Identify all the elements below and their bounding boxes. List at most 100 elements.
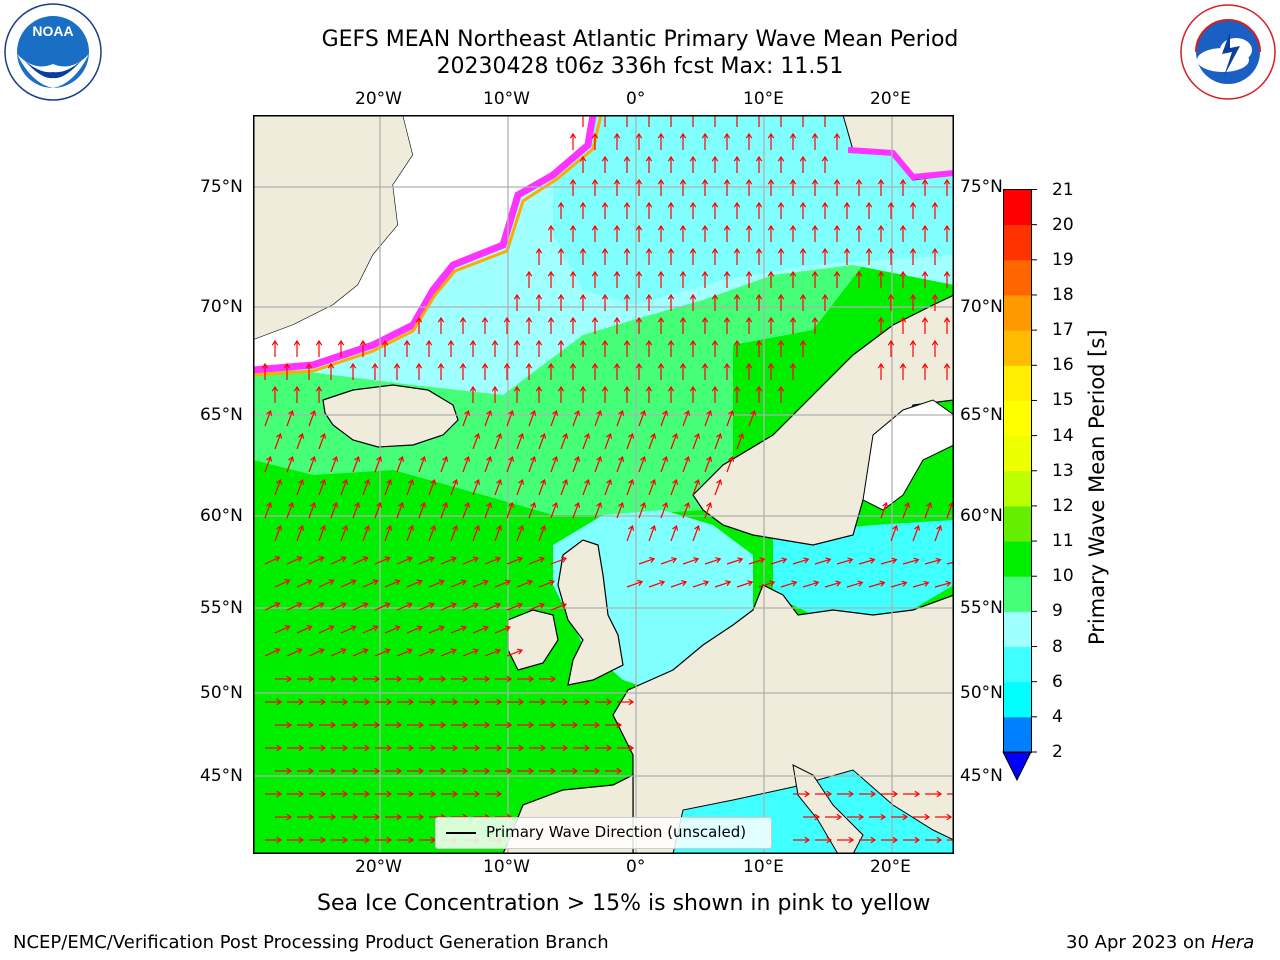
wave-arrow-shaft	[550, 410, 558, 427]
wave-arrow-head	[755, 155, 763, 162]
wave-arrow-shaft	[506, 410, 514, 427]
wave-arrow-shaft	[450, 525, 458, 542]
wave-arrow-shaft	[352, 456, 360, 473]
footer-credit: NCEP/EMC/Verification Post Processing Pr…	[13, 932, 609, 953]
wave-arrow-head	[408, 698, 415, 706]
wave-arrow-head	[352, 813, 359, 821]
wave-arrow-head	[386, 524, 393, 531]
wave-arrow-head	[354, 501, 361, 508]
wave-arrow-head	[535, 247, 543, 254]
wave-arrow-head	[606, 698, 613, 706]
wave-arrow-head	[623, 293, 631, 300]
wave-arrow-shaft	[626, 581, 643, 588]
wave-arrow-head	[428, 556, 435, 563]
wave-arrow-head	[804, 836, 811, 844]
wave-arrow-head	[296, 648, 303, 654]
wave-arrow-shaft	[594, 502, 602, 519]
wave-arrow-shaft	[516, 479, 524, 496]
wave-arrow-head	[657, 132, 665, 139]
wave-arrow-head	[628, 524, 635, 531]
wave-arrow-head	[496, 478, 503, 485]
wave-arrow-head	[623, 201, 631, 208]
footer-date-text: 30 Apr 2023 on	[1066, 932, 1206, 953]
wave-arrow-head	[418, 813, 425, 821]
wave-arrow-head	[623, 339, 631, 346]
wave-arrow-head	[711, 155, 719, 162]
wave-arrow-head	[430, 524, 437, 531]
wave-arrow-head	[799, 201, 807, 208]
wave-arrow-head	[869, 557, 876, 564]
wave-arrow-shaft	[704, 456, 712, 473]
wave-arrow-head	[667, 155, 675, 162]
wave-arrow-shaft	[912, 582, 929, 588]
colorbar-segment	[1003, 330, 1032, 366]
wave-arrow-head	[386, 790, 393, 798]
wave-arrow-shaft	[670, 479, 678, 496]
wave-arrow-head	[755, 293, 763, 300]
wave-arrow-shaft	[626, 479, 634, 496]
wave-arrow-head	[759, 557, 766, 564]
wave-arrow-head	[635, 132, 643, 139]
wave-arrow-head	[330, 813, 337, 821]
wave-arrow-head	[562, 478, 569, 485]
wave-arrow-head	[293, 385, 301, 392]
wave-arrow-shaft	[670, 581, 687, 588]
wave-arrow-shaft	[616, 456, 624, 473]
wave-arrow-head	[266, 501, 273, 508]
wave-arrow-head	[481, 316, 489, 323]
lon-label-top-10w: 10°W	[483, 89, 530, 109]
wave-arrow-head	[384, 556, 391, 563]
wave-arrow-head	[723, 362, 731, 369]
wave-arrow-head	[540, 698, 547, 706]
wave-arrow-head	[870, 790, 877, 798]
wave-arrow-head	[503, 316, 511, 323]
wave-arrow-head	[701, 132, 709, 139]
wave-arrow-head	[330, 675, 337, 683]
colorbar-tick-label: 12	[1052, 495, 1074, 516]
colorbar-segment	[1003, 611, 1032, 648]
wave-arrow-shaft	[494, 580, 511, 588]
wave-arrow-head	[574, 409, 581, 416]
wave-arrow-head	[616, 721, 623, 729]
wave-arrow-head	[689, 339, 697, 346]
wave-arrow-head	[374, 813, 381, 821]
wave-arrow-shaft	[648, 581, 665, 588]
wave-arrow-shaft	[418, 649, 435, 657]
wave-arrow-head	[684, 409, 691, 416]
wave-arrow-shaft	[286, 456, 294, 473]
wave-arrow-head	[518, 432, 525, 439]
colorbar-segment	[1003, 400, 1032, 437]
wave-arrow-head	[684, 455, 691, 462]
wave-arrow-head	[440, 767, 447, 775]
wave-arrow-head	[320, 790, 327, 798]
wave-arrow-head	[789, 132, 797, 139]
wave-arrow-head	[548, 579, 555, 586]
wave-arrow-head	[601, 385, 609, 392]
wave-arrow-head	[843, 247, 851, 254]
wave-arrow-head	[821, 155, 829, 162]
wave-arrow-shaft	[286, 502, 294, 519]
wave-arrow-shaft	[638, 456, 646, 473]
wave-arrow-shaft	[428, 626, 445, 634]
lon-label-bottom-20w: 20°W	[355, 857, 402, 877]
wave-arrow-head	[286, 721, 293, 729]
wave-arrow-shaft	[726, 558, 743, 565]
wave-arrow-head	[799, 339, 807, 346]
wave-arrow-head	[552, 501, 559, 508]
wave-arrow-shaft	[494, 433, 502, 450]
wave-arrow-head	[694, 524, 701, 531]
wave-arrow-shaft	[748, 558, 765, 565]
wave-arrow-shaft	[538, 479, 546, 496]
wave-arrow-head	[364, 744, 371, 752]
wave-arrow-head	[508, 501, 515, 508]
wave-arrow-head	[308, 767, 315, 775]
wave-arrow-head	[591, 270, 599, 277]
wave-arrow-head	[354, 455, 361, 462]
wave-arrow-shaft	[274, 625, 290, 634]
wave-arrow-shaft	[714, 479, 722, 496]
wave-arrow-head	[825, 557, 832, 564]
wave-arrow-head	[671, 557, 678, 564]
wave-arrow-shaft	[736, 433, 744, 450]
wave-period-map	[253, 115, 954, 854]
wave-arrow-head	[296, 602, 303, 608]
